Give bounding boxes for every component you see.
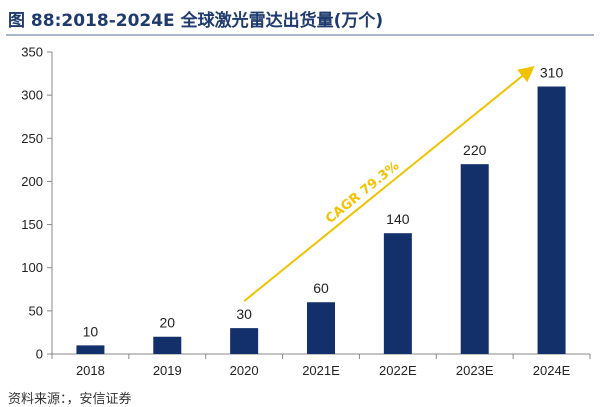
- bar: [230, 328, 259, 354]
- y-tick-label: 0: [36, 347, 43, 362]
- cagr-arrow: [243, 65, 535, 302]
- x-tick-label: 2020: [230, 363, 259, 378]
- x-tick-label: 2022E: [379, 363, 417, 378]
- x-tick-label: 2023E: [456, 363, 494, 378]
- bars: [76, 86, 566, 354]
- data-labels: 10 20 30 60 140 220 310: [83, 65, 564, 340]
- y-tick-label: 200: [21, 174, 43, 189]
- x-tick-label: 2024E: [533, 363, 571, 378]
- data-label: 140: [386, 211, 410, 227]
- y-tick-label: 300: [21, 88, 43, 103]
- data-label: 310: [540, 65, 564, 81]
- source-note: 资料来源：，安信证券: [8, 392, 132, 407]
- bar: [76, 345, 105, 354]
- x-tick-label: 2021E: [302, 363, 340, 378]
- y-tick-label: 50: [29, 303, 43, 318]
- y-tick-label: 350: [21, 45, 43, 60]
- y-tick-label: 100: [21, 260, 43, 275]
- bar: [537, 86, 566, 354]
- data-label: 20: [159, 315, 175, 331]
- y-tick-label: 250: [21, 131, 43, 146]
- data-label: 30: [236, 306, 252, 322]
- bar: [307, 302, 335, 354]
- bar: [383, 233, 412, 354]
- y-tick-label: 150: [21, 217, 43, 232]
- x-tick-label: 2018: [76, 363, 105, 378]
- x-tick-label: 2019: [153, 363, 182, 378]
- data-label: 10: [83, 323, 99, 339]
- y-axis: 0 50 100 150 200 250 300 350: [21, 45, 53, 362]
- title-divider: [6, 34, 594, 36]
- bar: [460, 164, 489, 354]
- data-label: 60: [313, 280, 329, 296]
- data-label: 220: [463, 142, 487, 158]
- bar: [153, 336, 182, 354]
- x-axis: 2018 2019 2020 2021E 2022E 2023E 2024E: [51, 353, 591, 378]
- chart-title: 图 88:2018-2024E 全球激光雷达出货量(万个): [8, 11, 384, 31]
